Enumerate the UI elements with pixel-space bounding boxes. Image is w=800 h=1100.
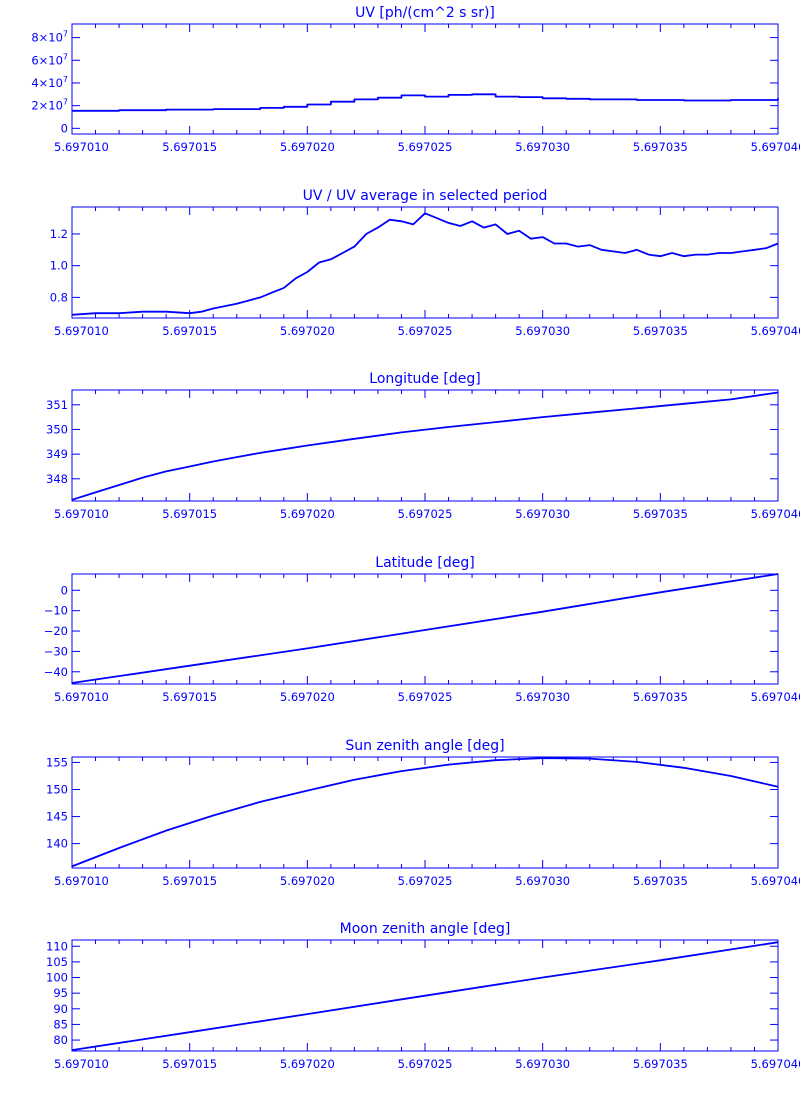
panel-4: Latitude [deg] 5.697010 5.697015 5.697020 5.… — [44, 555, 800, 704]
series-line-1 — [71, 573, 779, 684]
y-tick-label: 140 — [46, 837, 68, 851]
y-tick-label: 349 — [46, 447, 68, 461]
panel-1: UV [ph/(cm^2 s sr)] 5.697010 5.697015 5.697… — [31, 5, 800, 154]
x-tick-label: 5.697015 — [162, 1057, 217, 1071]
x-tick-label: 5.697040 — [751, 140, 800, 154]
x-tick-label: 5.697020 — [280, 140, 335, 154]
y-tick-label: 95 — [53, 986, 68, 1000]
x-tick-label: 5.697010 — [54, 140, 109, 154]
x-tick-label: 5.697025 — [398, 140, 453, 154]
series-line-1 — [71, 391, 779, 501]
x-tick-label: 5.697035 — [633, 140, 688, 154]
x-tick-label: 5.697015 — [162, 140, 217, 154]
x-tick-label: 5.697010 — [54, 324, 109, 338]
panel-6: Moon zenith angle [deg] 5.697010 5.697015 5… — [46, 921, 800, 1071]
y-tick-label: 110 — [46, 939, 68, 953]
x-tick-label: 5.697025 — [398, 507, 453, 521]
panel-2: UV / UV average in selected period 5.6970… — [50, 188, 800, 338]
x-tick-label: 5.697015 — [162, 690, 217, 704]
series-line-1 — [71, 941, 779, 1051]
y-tick-label: 351 — [46, 398, 68, 412]
panel-title: Moon zenith angle [deg] — [340, 921, 511, 937]
y-tick-label: 0 — [61, 583, 68, 597]
plot-frame — [71, 206, 779, 319]
x-tick-label: 5.697030 — [515, 324, 570, 338]
x-tick-label: 5.697030 — [515, 507, 570, 521]
x-tick-label: 5.697010 — [54, 1057, 109, 1071]
y-tick-label: 100 — [46, 971, 68, 985]
x-tick-label: 5.697040 — [751, 507, 800, 521]
x-tick-label: 5.697030 — [515, 1057, 570, 1071]
y-tick-label: 4×107 — [31, 75, 68, 90]
x-tick-label: 5.697015 — [162, 874, 217, 888]
x-tick-label: 5.697035 — [633, 1057, 688, 1071]
y-tick-label: 155 — [46, 755, 68, 769]
y-tick-label: 150 — [46, 782, 68, 796]
panel-5: Sun zenith angle [deg] 5.697010 5.697015 5.… — [46, 738, 800, 888]
y-tick-label: 145 — [46, 810, 68, 824]
x-tick-label: 5.697010 — [54, 507, 109, 521]
x-tick-label: 5.697035 — [633, 874, 688, 888]
series-line-1 — [71, 212, 779, 316]
x-tick-label: 5.697020 — [280, 507, 335, 521]
x-tick-label: 5.697040 — [751, 690, 800, 704]
y-tick-label: 2×107 — [31, 98, 68, 113]
y-tick-label: 1.0 — [50, 259, 68, 273]
plot-frame — [71, 389, 779, 502]
x-tick-label: 5.697025 — [398, 1057, 453, 1071]
x-tick-label: 5.697020 — [280, 690, 335, 704]
x-tick-label: 5.697030 — [515, 874, 570, 888]
y-tick-label: 0 — [61, 121, 68, 135]
x-tick-label: 5.697025 — [398, 324, 453, 338]
y-tick-label: −30 — [44, 644, 68, 658]
series-line-1 — [72, 93, 779, 112]
series-line-1 — [71, 757, 779, 868]
y-tick-label: −10 — [44, 604, 68, 618]
x-tick-label: 5.697035 — [633, 324, 688, 338]
plot-frame — [71, 756, 779, 869]
panel-title: Longitude [deg] — [369, 371, 480, 387]
y-tick-label: −20 — [44, 624, 68, 638]
x-tick-label: 5.697040 — [751, 874, 800, 888]
y-tick-label: 1.2 — [50, 227, 68, 241]
y-tick-label: −40 — [44, 665, 68, 679]
x-tick-label: 5.697020 — [280, 1057, 335, 1071]
x-tick-label: 5.697035 — [633, 690, 688, 704]
panel-title: UV / UV average in selected period — [303, 188, 548, 204]
x-tick-label: 5.697010 — [54, 874, 109, 888]
x-tick-label: 5.697025 — [398, 874, 453, 888]
panel-title: Sun zenith angle [deg] — [345, 738, 504, 754]
x-tick-label: 5.697040 — [751, 1057, 800, 1071]
x-tick-label: 5.697010 — [54, 690, 109, 704]
x-tick-label: 5.697025 — [398, 690, 453, 704]
y-tick-label: 350 — [46, 422, 68, 436]
y-tick-label: 6×107 — [31, 52, 68, 67]
x-tick-label: 5.697020 — [280, 324, 335, 338]
panel-3: Longitude [deg] 5.697010 5.697015 5.697020 5… — [46, 371, 800, 521]
x-tick-label: 5.697015 — [162, 507, 217, 521]
panel-title: UV [ph/(cm^2 s sr)] — [355, 5, 495, 21]
y-tick-label: 85 — [53, 1017, 68, 1031]
y-tick-label: 0.8 — [50, 290, 68, 304]
y-tick-label: 105 — [46, 955, 68, 969]
plot-frame — [71, 23, 779, 135]
x-tick-label: 5.697040 — [751, 324, 800, 338]
x-tick-label: 5.697015 — [162, 324, 217, 338]
x-tick-label: 5.697030 — [515, 140, 570, 154]
y-tick-label: 348 — [46, 472, 68, 486]
x-tick-label: 5.697020 — [280, 874, 335, 888]
panel-title: Latitude [deg] — [375, 555, 474, 571]
x-tick-label: 5.697035 — [633, 507, 688, 521]
y-tick-label: 80 — [53, 1033, 68, 1047]
y-tick-label: 90 — [53, 1002, 68, 1016]
y-tick-label: 8×107 — [31, 30, 68, 45]
x-tick-label: 5.697030 — [515, 690, 570, 704]
